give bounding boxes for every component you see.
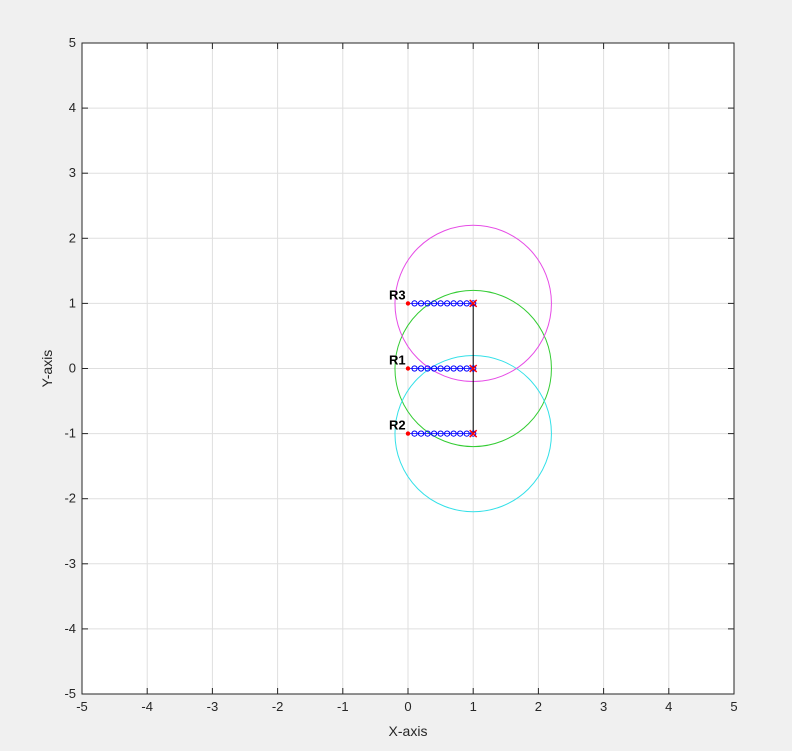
trail-point xyxy=(430,365,438,372)
x-tick-label: -3 xyxy=(207,699,219,714)
trail-point xyxy=(437,430,444,437)
trail-point xyxy=(450,430,457,437)
y-tick-label: 3 xyxy=(69,165,76,180)
x-tick-label: -2 xyxy=(272,699,284,714)
trail-point xyxy=(430,300,438,307)
trail-point xyxy=(457,430,464,437)
start-point xyxy=(405,366,411,371)
trail-point xyxy=(457,300,464,307)
trail-point xyxy=(417,430,425,437)
x-tick-label: 4 xyxy=(665,699,672,714)
axis-ticks: -5 -4 -3 -2 -1 0 1 2 3 4 5 -5 -4 -3 -2 -1 0 1 2 3 4 5 xyxy=(64,35,737,714)
trail-point xyxy=(457,365,464,372)
y-tick-label: -5 xyxy=(64,686,76,701)
trail-point xyxy=(444,365,451,372)
robot-label-r3: R3 xyxy=(389,287,406,302)
trail-point xyxy=(437,365,444,372)
trail-point xyxy=(463,430,470,437)
trail-point xyxy=(463,365,470,372)
trail-point xyxy=(411,430,418,437)
x-tick-label: 2 xyxy=(535,699,542,714)
start-point xyxy=(405,431,411,436)
trail-point xyxy=(463,300,470,307)
current-position-marker xyxy=(469,429,478,438)
trail-point xyxy=(470,430,477,437)
current-position-marker xyxy=(469,364,478,373)
trail-point xyxy=(430,430,438,437)
y-axis-label: Y-axis xyxy=(39,350,55,388)
trail-point xyxy=(424,300,431,307)
y-tick-label: -3 xyxy=(64,556,76,571)
current-position-marker xyxy=(469,299,478,308)
x-tick-label: 5 xyxy=(730,699,737,714)
x-tick-label: 0 xyxy=(404,699,411,714)
x-tick-label: -1 xyxy=(337,699,349,714)
x-tick-label: 3 xyxy=(600,699,607,714)
y-tick-label: 0 xyxy=(69,361,76,376)
trail-point xyxy=(417,365,425,372)
trail-point xyxy=(450,365,457,372)
x-tick-label: -4 xyxy=(141,699,153,714)
trail-point xyxy=(450,300,457,307)
y-tick-label: 1 xyxy=(69,295,76,310)
trail-point xyxy=(417,300,425,307)
robot-labels: R1 R2 R3 xyxy=(389,287,406,432)
trail-point xyxy=(444,300,451,307)
y-tick-label: -4 xyxy=(64,621,76,636)
y-tick-label: -1 xyxy=(64,426,76,441)
robot-trails xyxy=(408,300,477,437)
y-tick-label: 4 xyxy=(69,100,76,115)
trail-point xyxy=(411,365,418,372)
y-tick-label: 5 xyxy=(69,35,76,50)
x-tick-label: 1 xyxy=(470,699,477,714)
start-point xyxy=(405,301,411,306)
y-tick-label: -2 xyxy=(64,491,76,506)
trail-point xyxy=(424,430,431,437)
trail-point xyxy=(444,430,451,437)
trail-point xyxy=(470,300,477,307)
range-circle-r1 xyxy=(394,289,552,448)
trail-point xyxy=(411,300,418,307)
robot-label-r2: R2 xyxy=(389,418,406,433)
x-tick-label: -5 xyxy=(76,699,88,714)
y-tick-label: 2 xyxy=(69,230,76,245)
trail-point xyxy=(437,300,444,307)
x-axis-label: X-axis xyxy=(389,723,428,739)
robot-markers xyxy=(405,299,478,438)
robot-label-r1: R1 xyxy=(389,353,406,368)
trail-point xyxy=(470,365,477,372)
trail-point xyxy=(424,365,431,372)
